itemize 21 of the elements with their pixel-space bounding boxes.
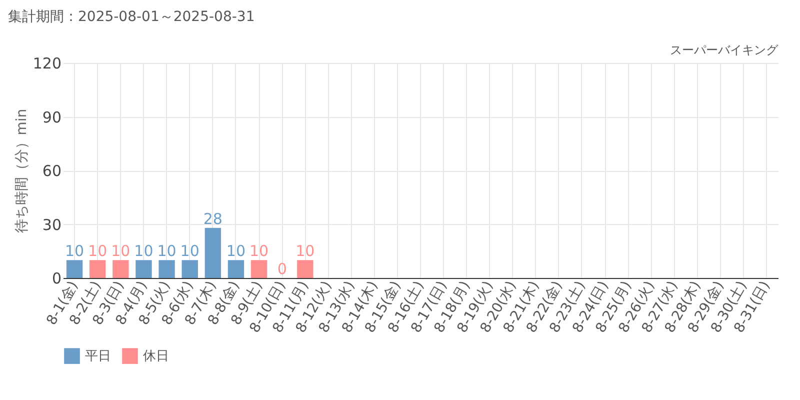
y-tick-label: 60 bbox=[42, 162, 62, 180]
data-label: 10 bbox=[88, 242, 108, 260]
legend-label: 平日 bbox=[85, 349, 111, 364]
data-label: 28 bbox=[203, 210, 222, 228]
chart-subtitle: スーパーバイキング bbox=[670, 43, 779, 57]
chart-title: 集計期間：2025-08-01～2025-08-31 bbox=[8, 9, 255, 25]
data-label: 10 bbox=[157, 242, 176, 260]
data-label: 10 bbox=[64, 242, 84, 260]
data-label: 0 bbox=[277, 260, 287, 278]
y-tick-label: 120 bbox=[32, 54, 62, 72]
legend-label: 休日 bbox=[143, 349, 169, 364]
y-axis-title: 待ち時間（分）min bbox=[14, 108, 30, 234]
data-label: 10 bbox=[226, 242, 246, 260]
data-label: 10 bbox=[111, 242, 130, 260]
data-label: 10 bbox=[180, 242, 200, 260]
data-label: 10 bbox=[134, 242, 154, 260]
y-tick-label: 30 bbox=[42, 216, 62, 234]
y-tick-label: 0 bbox=[52, 270, 62, 288]
data-label: 10 bbox=[296, 242, 315, 260]
data-label: 10 bbox=[250, 242, 269, 260]
y-tick-label: 90 bbox=[42, 108, 62, 126]
